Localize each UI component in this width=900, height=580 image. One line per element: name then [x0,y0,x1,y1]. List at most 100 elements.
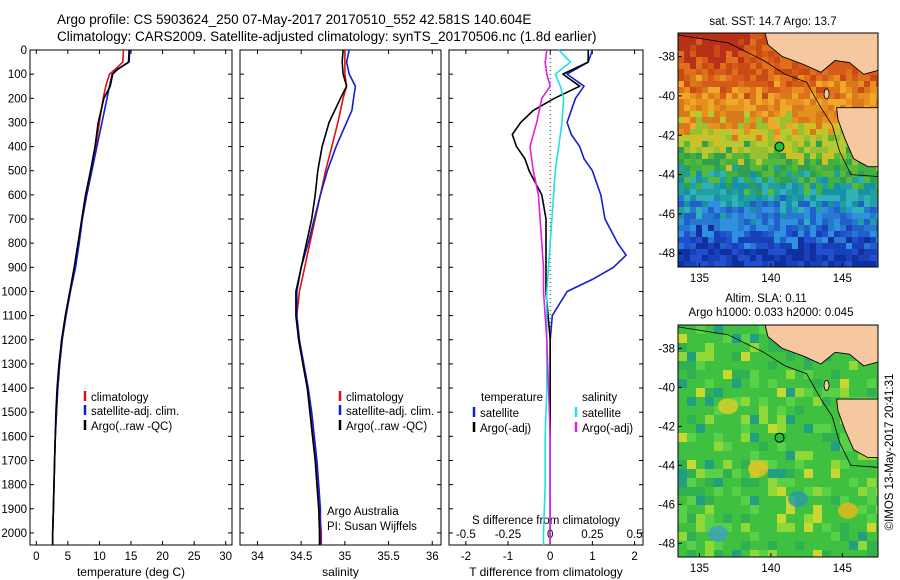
map-cell [867,487,877,497]
legend-entry: Argo(-adj) [582,423,633,435]
map-cell [762,189,769,196]
map-cell [798,243,805,250]
map-cell [846,165,853,172]
map-cell [750,93,757,100]
map-cell [690,207,697,214]
map-cell [744,219,751,226]
map-cell [846,243,853,250]
map-cell [777,361,787,371]
map-cell [822,195,829,202]
map-cell [768,123,775,130]
map-cell [804,219,811,226]
map-cell [795,514,805,524]
map-cell [768,141,775,148]
map-cell [804,69,811,76]
map-cell [726,69,733,76]
map-cell [744,195,751,202]
map-cell [774,51,781,58]
map-cell [804,81,811,88]
map-cell [702,123,709,130]
map-cell [708,45,715,52]
map-cell [798,153,805,160]
map-cell [786,141,793,148]
map-cell [870,213,877,220]
map-cell [732,81,739,88]
map-cell [732,141,739,148]
map-cell [759,514,769,524]
map-cell [804,117,811,124]
map-cell [762,117,769,124]
map-cell [846,171,853,178]
map-x-tick-label: 140 [761,273,780,285]
legend-header: salinity [582,392,617,404]
argo-float-marker [774,141,785,152]
map-cell [714,433,724,443]
map-cell [690,45,697,52]
map-cell [849,451,859,461]
map-cell [738,81,745,88]
map-cell [840,478,850,488]
map-cell [705,505,715,515]
map-cell [858,171,865,178]
map-cell [684,225,691,232]
map-cell [687,487,697,497]
map-cell [732,243,739,250]
map-cell [786,514,796,524]
map-cell [750,207,757,214]
map-cell [822,406,832,416]
map-cell [768,243,775,250]
map-cell [684,183,691,190]
map-cell [867,505,877,515]
map-cell [678,505,688,515]
map-cell [759,487,769,497]
map-cell [705,334,715,344]
map-cell [876,478,878,488]
map-cell [816,183,823,190]
map-cell [768,45,775,52]
annotation-line: Argo Australia [327,506,399,518]
map-cell [786,171,793,178]
map-cell [756,57,763,64]
map-cell [813,370,823,380]
map-cell [708,183,715,190]
argo-float-marker [774,432,785,443]
map-cell [792,237,799,244]
map-cell [774,69,781,76]
map-cell [738,243,745,250]
map-cell [690,153,697,160]
map-cell [834,129,841,136]
map-cell [828,147,835,154]
map-cell [840,514,850,524]
map-cell [696,123,703,130]
map-cell [756,123,763,130]
map-cell [732,406,742,416]
map-cell [759,451,769,461]
map-cell [762,249,769,256]
depth-tick-label: 100 [8,69,27,81]
map-cell [696,532,706,542]
map-cell [780,147,787,154]
map-cell [846,93,853,100]
map-cell [690,261,697,267]
map-cell [786,424,796,434]
map-cell [870,231,877,238]
map-cell [750,33,757,40]
map-cell [726,87,733,94]
map-cell [723,442,733,452]
map-cell [810,81,817,88]
x-tick-label: 36 [426,551,439,563]
map-cell [867,361,877,371]
map-cell [708,165,715,172]
map-cell [876,231,878,238]
x-tick-label: 0 [547,551,553,563]
map-cell [777,469,787,479]
map-cell [780,219,787,226]
map-cell [750,141,757,148]
map-cell [696,433,706,443]
map-cell [774,105,781,112]
map-cell [696,63,703,70]
map-cell [864,75,871,82]
map-cell [732,183,739,190]
map-cell [714,57,721,64]
map-cell [687,352,697,362]
